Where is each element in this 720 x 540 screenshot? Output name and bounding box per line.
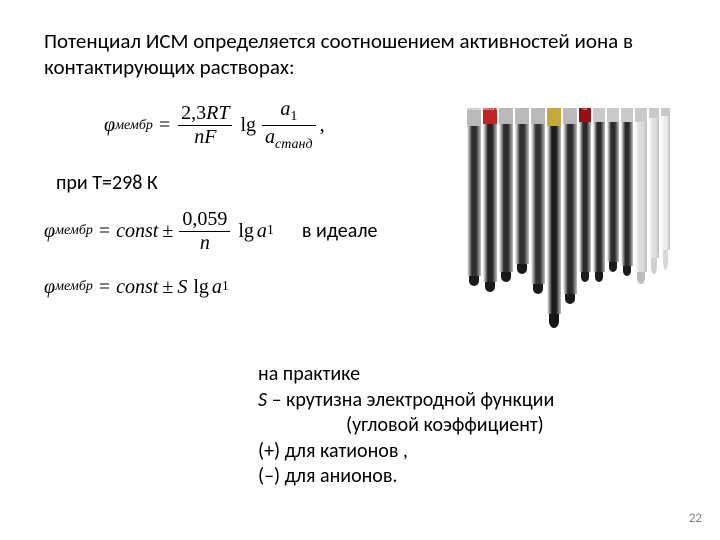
lg-op: lg xyxy=(240,114,256,137)
electrode xyxy=(607,108,619,272)
slide: Потенциал ИСМ определяется соотношением … xyxy=(0,0,720,540)
ideal-label: в идеале xyxy=(302,219,378,243)
practice-line-4: (+) для катионов , xyxy=(258,439,554,465)
electrode xyxy=(531,108,545,294)
practice-line-1: на практике xyxy=(258,362,554,388)
practice-line-3: (угловой коэффициент) xyxy=(258,413,554,439)
headline: Потенциал ИСМ определяется соотношением … xyxy=(44,28,682,81)
electrode: TRATE IE 1 xyxy=(483,108,497,292)
fraction-activities: a1 aстанд xyxy=(262,99,316,153)
trailing-comma: , xyxy=(320,114,325,137)
electrodes-photo: RT 02/21KTRATE IE 1 CA xyxy=(444,108,692,344)
electrode xyxy=(547,108,561,328)
electrode xyxy=(621,108,633,276)
electrode xyxy=(515,108,529,274)
electrode xyxy=(649,108,659,274)
electrode xyxy=(661,108,670,270)
electrode xyxy=(635,108,647,284)
equation-const-0059: φ мембр = const ± 0,059 n lg a1 xyxy=(44,209,274,254)
electrode xyxy=(563,108,577,304)
practice-block: на практике S – крутизна электродной фун… xyxy=(258,362,554,490)
phi-subscript: мембр xyxy=(115,118,153,134)
practice-line-2: S – крутизна электродной функции xyxy=(258,388,554,414)
practice-line-5: (–) для анионов. xyxy=(258,464,554,490)
electrode xyxy=(593,108,605,282)
electrode: CA xyxy=(579,108,591,282)
electrode: RT 02/21K xyxy=(467,108,481,286)
fraction-0059-n: 0,059 n xyxy=(179,209,230,254)
phi-symbol: φ xyxy=(104,114,115,137)
page-number: 22 xyxy=(689,511,702,526)
electrode xyxy=(499,108,513,282)
fraction-rt-nf: 2,3RT nF xyxy=(178,103,232,148)
equals: = xyxy=(159,114,170,137)
